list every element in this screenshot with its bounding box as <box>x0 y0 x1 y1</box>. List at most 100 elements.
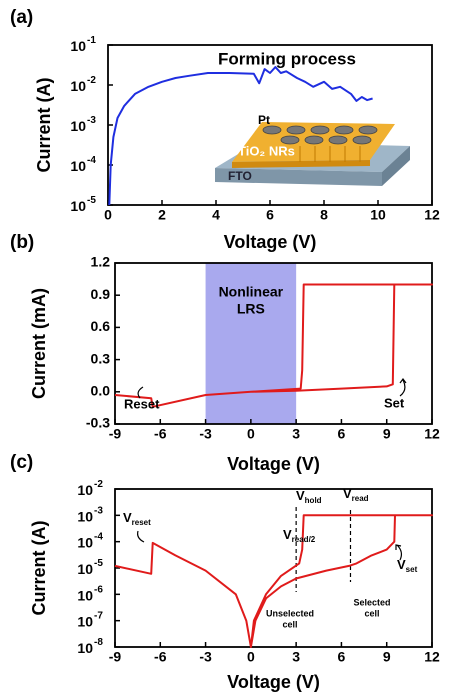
y-tick-label: 0.3 <box>91 350 111 366</box>
x-axis-label: Voltage (V) <box>227 454 320 474</box>
y-tick-base: 10 <box>70 78 86 94</box>
annotation: Vhold <box>296 488 322 505</box>
x-tick-label: 12 <box>424 207 440 223</box>
annotation: Selected <box>353 597 390 607</box>
annotation-sub: hold <box>305 496 322 505</box>
annotation-main: V <box>296 488 305 503</box>
region-label: LRS <box>237 301 265 317</box>
y-tick-exponent: -2 <box>94 479 103 490</box>
x-axis-label: Voltage (V) <box>227 672 320 692</box>
region-label: Nonlinear <box>219 284 284 300</box>
y-tick-label: 10-4 <box>77 531 103 550</box>
annotation-sub: reset <box>132 518 151 527</box>
y-tick-exponent: -4 <box>94 531 103 542</box>
y-tick-base: 10 <box>77 561 93 577</box>
y-tick-base: 10 <box>70 198 86 214</box>
y-tick-label: 10-1 <box>70 35 96 54</box>
inset: Pt TiO₂ NRs FTO <box>215 113 410 186</box>
y-tick-label: 10-3 <box>77 505 103 524</box>
x-tick-label: -6 <box>154 426 167 442</box>
y-tick-base: 10 <box>77 613 93 629</box>
x-tick-label: -9 <box>109 426 122 442</box>
inset-label: FTO <box>228 169 252 183</box>
annotation-main: V <box>397 557 406 572</box>
data-line <box>115 515 432 647</box>
y-tick-label: 10-5 <box>77 558 103 577</box>
y-tick-label: 0.9 <box>91 286 111 302</box>
annotation: Vread/2 <box>283 527 316 544</box>
panel-label: (c) <box>10 452 33 473</box>
y-tick-base: 10 <box>77 534 93 550</box>
x-tick-label: -9 <box>109 649 122 665</box>
x-tick-label: 9 <box>383 426 391 442</box>
y-tick-label: 10-6 <box>77 584 103 603</box>
annotation-main: V <box>343 486 352 501</box>
x-tick-label: 9 <box>383 649 391 665</box>
y-tick-exponent: -5 <box>87 195 96 206</box>
y-tick-label: 0.0 <box>91 383 111 399</box>
annotation-main: V <box>283 527 292 542</box>
x-tick-label: -3 <box>199 649 212 665</box>
annotation: Reset <box>124 396 160 411</box>
y-tick-label: 10-3 <box>70 115 96 134</box>
y-tick-label: 10-2 <box>70 75 96 94</box>
y-tick-base: 10 <box>77 640 93 656</box>
y-tick-exponent: -5 <box>94 558 103 569</box>
x-tick-label: 10 <box>370 207 386 223</box>
y-tick-exponent: -3 <box>94 505 103 516</box>
y-tick-exponent: -2 <box>87 75 96 86</box>
y-tick-base: 10 <box>77 587 93 603</box>
arrow <box>400 379 406 396</box>
y-tick-exponent: -3 <box>87 115 96 126</box>
y-tick-label: 10-2 <box>77 479 103 498</box>
x-tick-label: 12 <box>424 426 440 442</box>
y-tick-base: 10 <box>77 482 93 498</box>
annotation: Set <box>384 395 405 410</box>
annotation: Forming process <box>218 49 356 68</box>
y-tick-label: 0.6 <box>91 318 111 334</box>
x-tick-label: 6 <box>338 426 346 442</box>
x-tick-label: 2 <box>158 207 166 223</box>
x-tick-label: 3 <box>292 426 300 442</box>
panel-label: (a) <box>10 7 33 28</box>
y-tick-label: 10-4 <box>70 155 96 174</box>
y-tick-exponent: -7 <box>94 610 103 621</box>
inset-label: TiO₂ NRs <box>238 143 295 158</box>
annotation-main: V <box>123 510 132 525</box>
arrow <box>138 531 144 542</box>
figure: (a)02468101210-510-410-310-210-1Voltage … <box>0 0 449 694</box>
annotation-sub: read/2 <box>292 535 316 544</box>
x-tick-label: 12 <box>424 649 440 665</box>
annotation-sub: read <box>352 494 369 503</box>
y-tick-base: 10 <box>70 118 86 134</box>
x-tick-label: -6 <box>154 649 167 665</box>
annotation-sub: set <box>406 565 418 574</box>
y-tick-exponent: -8 <box>94 637 103 648</box>
y-tick-label: 10-5 <box>70 195 96 214</box>
y-tick-base: 10 <box>77 508 93 524</box>
annotation: Unselected <box>266 608 314 618</box>
x-tick-label: 3 <box>292 649 300 665</box>
inset-label: Pt <box>258 113 270 127</box>
x-tick-label: 0 <box>247 426 255 442</box>
y-tick-label: 10-8 <box>77 637 103 656</box>
x-tick-label: 6 <box>338 649 346 665</box>
y-axis-label: Current (A) <box>29 521 49 616</box>
annotation: cell <box>282 619 297 629</box>
x-axis-label: Voltage (V) <box>224 232 317 252</box>
y-tick-base: 10 <box>70 38 86 54</box>
x-tick-label: 0 <box>247 649 255 665</box>
y-tick-base: 10 <box>70 158 86 174</box>
y-tick-exponent: -1 <box>87 35 96 46</box>
x-tick-label: 6 <box>266 207 274 223</box>
y-axis-label: Current (mA) <box>29 288 49 399</box>
x-tick-label: 4 <box>212 207 220 223</box>
annotation: Vreset <box>123 510 151 527</box>
y-axis-label: Current (A) <box>34 78 54 173</box>
y-tick-label: 1.2 <box>91 254 111 270</box>
annotation: cell <box>364 608 379 618</box>
plot-frame <box>115 489 432 647</box>
y-tick-exponent: -6 <box>94 584 103 595</box>
x-tick-label: 0 <box>104 207 112 223</box>
y-tick-exponent: -4 <box>87 155 96 166</box>
